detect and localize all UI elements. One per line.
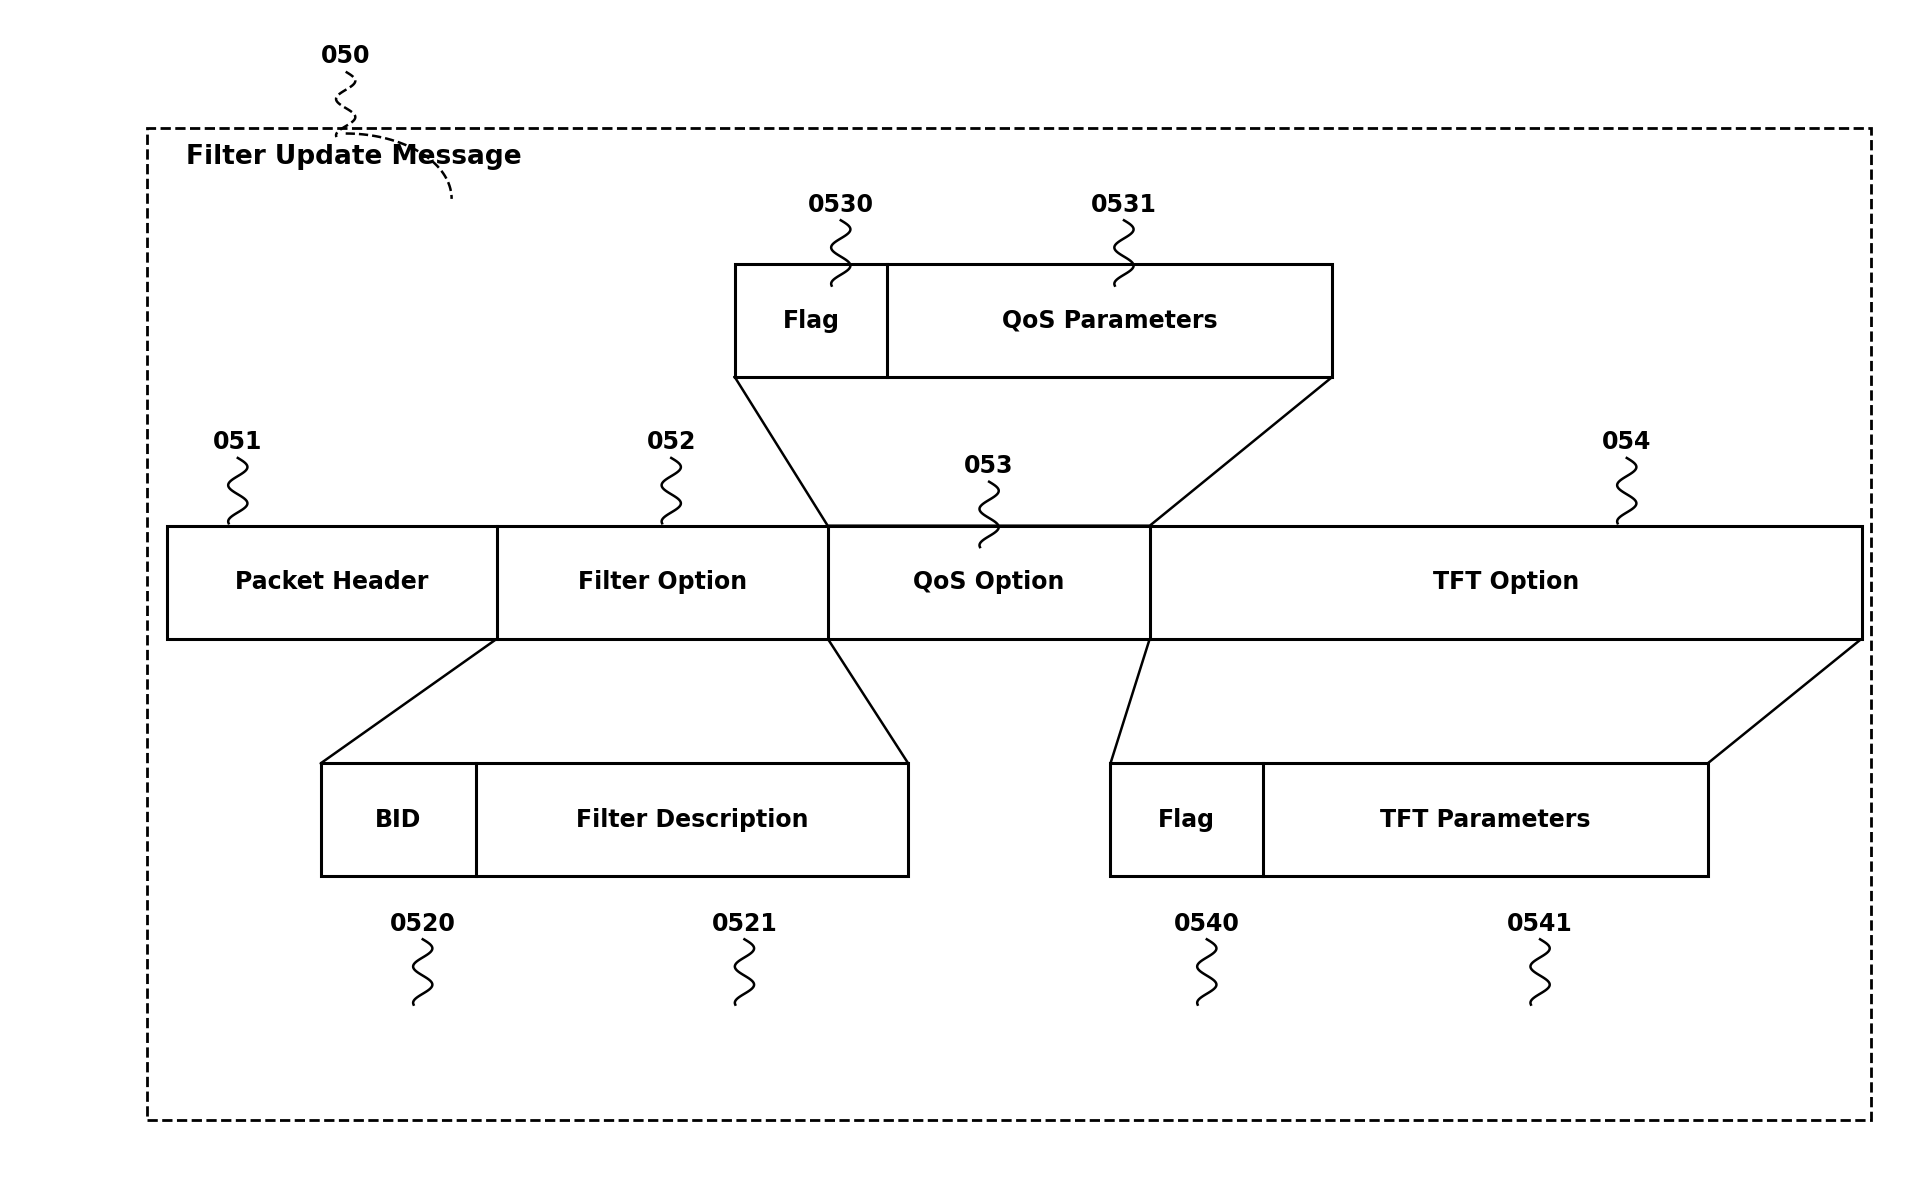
Text: 0521: 0521: [711, 912, 777, 936]
Text: QoS Parameters: QoS Parameters: [1003, 309, 1217, 333]
Text: QoS Option: QoS Option: [914, 571, 1065, 595]
Text: 052: 052: [647, 430, 696, 455]
Polygon shape: [734, 377, 1331, 525]
Text: 0531: 0531: [1092, 192, 1157, 216]
Bar: [1111, 763, 1708, 876]
Bar: [321, 763, 908, 876]
Text: 050: 050: [321, 44, 371, 68]
Polygon shape: [321, 639, 908, 763]
Text: Flag: Flag: [1157, 808, 1215, 832]
Text: TFT Parameters: TFT Parameters: [1379, 808, 1590, 832]
Text: 0530: 0530: [808, 192, 873, 216]
Text: 0540: 0540: [1175, 912, 1240, 936]
Bar: [166, 525, 1862, 639]
Text: 0541: 0541: [1507, 912, 1573, 936]
Text: Packet Header: Packet Header: [236, 571, 429, 595]
Text: Flag: Flag: [782, 309, 840, 333]
Text: 051: 051: [213, 430, 263, 455]
Text: 0520: 0520: [390, 912, 456, 936]
Text: Filter Option: Filter Option: [578, 571, 748, 595]
Text: TFT Option: TFT Option: [1434, 571, 1578, 595]
Text: 054: 054: [1602, 430, 1652, 455]
Bar: [147, 128, 1872, 1120]
Text: Filter Update Message: Filter Update Message: [185, 144, 522, 171]
Text: Filter Description: Filter Description: [576, 808, 808, 832]
Polygon shape: [1111, 639, 1862, 763]
Bar: [734, 264, 1331, 377]
Text: BID: BID: [375, 808, 421, 832]
Text: 053: 053: [964, 454, 1014, 478]
